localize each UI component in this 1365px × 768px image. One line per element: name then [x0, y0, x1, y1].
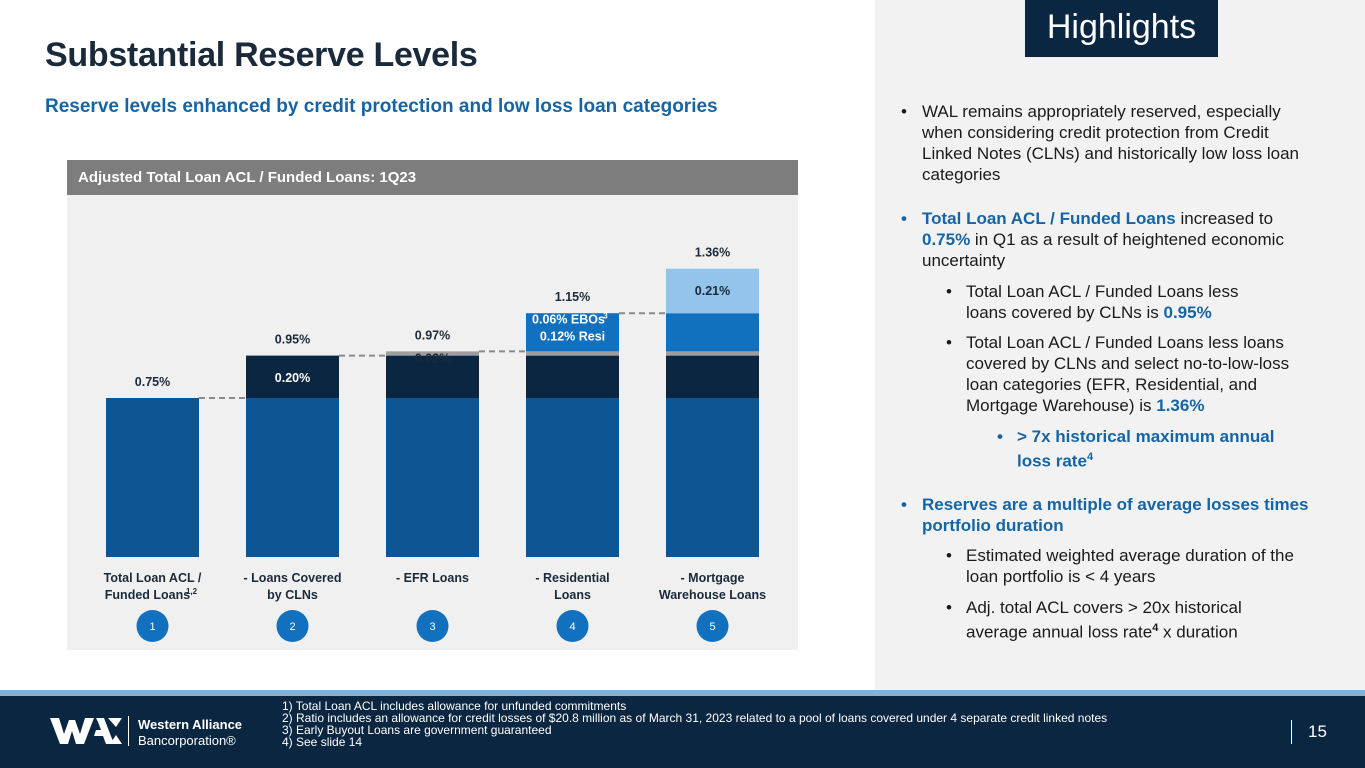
bullet-dot: • [901, 102, 907, 121]
bullet-dot: • [901, 495, 907, 514]
segment-label-clns: 0.20% [275, 371, 310, 385]
bullet-7x-loss: • > 7x historical maximum annual loss ra… [997, 426, 1297, 472]
category-label-1-line2: Funded Loans [105, 588, 190, 602]
bar-segment-clns-4 [526, 355, 619, 398]
step-badge-2 [276, 610, 309, 642]
page-title: Substantial Reserve Levels [45, 36, 478, 74]
page-divider [1291, 720, 1292, 744]
logo-subtitle: Bancorporation® [138, 733, 236, 748]
footnote-2: 2) Ratio includes an allowance for credi… [282, 711, 1108, 725]
highlights-tab: Highlights [1025, 0, 1218, 57]
footnote-3: 3) Early Buyout Loans are government gua… [282, 723, 552, 737]
bar-segment-efr-4 [526, 351, 619, 356]
bar-segment-base-acl-1 [106, 398, 199, 557]
bullet-text: > 7x historical maximum annual loss rate [1017, 427, 1275, 471]
bullet-emphasis-value: 0.75% [922, 230, 971, 249]
highlights-panel [875, 0, 1365, 690]
logo-name: Western Alliance [138, 717, 243, 732]
step-badge-3 [416, 610, 449, 642]
step-badge-number-3: 3 [429, 621, 435, 633]
total-label-3: 0.97% [415, 328, 450, 342]
bullet-dot: • [946, 333, 952, 352]
step-badge-1 [136, 610, 169, 642]
category-label-2: - Loans Covered [244, 571, 342, 585]
total-label-1: 0.75% [135, 375, 170, 389]
bar-segment-base-acl-5 [666, 398, 759, 557]
step-badge-number-2: 2 [289, 621, 295, 633]
bar-chart: 0.75% 0.95% 0.97% 1.15% 1.36% 0.20% 0.02% 0.12%… [104, 246, 766, 642]
category-label-5-line2: Warehouse Loans [659, 588, 766, 602]
segment-label-ebos-footnote: 3 [603, 312, 608, 321]
bar-segment-clns-5 [666, 355, 759, 398]
footnote-1: 1) Total Loan ACL includes allowance for… [282, 699, 627, 713]
bullet-multiple-losses: • Reserves are a multiple of average los… [901, 494, 1321, 536]
bullet-text: increased to [1175, 209, 1274, 228]
segment-label-resi: 0.12% Resi [540, 330, 605, 344]
category-label-4-line2: Loans [554, 588, 591, 602]
bullet-dot: • [997, 427, 1003, 446]
bullet-text: WAL remains appropriately reserved, espe… [922, 102, 1299, 184]
footnotes: 1) Total Loan ACL includes allowance for… [282, 700, 1107, 748]
bullet-text: in Q1 as a result of heightened economic… [922, 230, 1284, 270]
bar-segment-efr-3 [386, 351, 479, 356]
bullet-duration: • Estimated weighted average duration of… [946, 545, 1296, 587]
bullet-reserved: • WAL remains appropriately reserved, es… [901, 101, 1321, 185]
bullet-emphasis-value: 1.36% [1156, 396, 1205, 415]
category-label-4: - Residential [535, 571, 609, 585]
footer-stripe [0, 690, 1365, 696]
bar-segment-base-acl-3 [386, 398, 479, 557]
step-badge-4 [556, 610, 589, 642]
category-label-5: - Mortgage [681, 571, 745, 585]
bar-segment-efr-5 [666, 351, 759, 356]
bullet-20x-coverage: • Adj. total ACL covers > 20x historical… [946, 597, 1296, 643]
bar-segment-mortgage-warehouse-5 [666, 268, 759, 314]
bullet-acl-increase: • Total Loan ACL / Funded Loans increase… [901, 208, 1321, 271]
bullet-text: x duration [1158, 622, 1238, 642]
bullet-emphasis: Total Loan ACL / Funded Loans [922, 209, 1176, 228]
bullet-text: Adj. total ACL covers > 20x historical a… [966, 598, 1242, 642]
segment-label-ebos: 0.06% EBOs [532, 313, 605, 327]
bullet-dot: • [946, 546, 952, 565]
step-badge-number-1: 1 [149, 621, 155, 633]
total-label-2: 0.95% [275, 333, 310, 347]
bar-segment-resi-5 [666, 313, 759, 352]
category-label-2-line2: by CLNs [267, 588, 318, 602]
bullet-less-categories: • Total Loan ACL / Funded Loans less loa… [946, 332, 1316, 416]
category-footnote-1: 1,2 [186, 587, 198, 596]
bar-segment-clns-3 [386, 355, 479, 398]
chart-title: Adjusted Total Loan ACL / Funded Loans: … [67, 160, 798, 195]
bullet-dot: • [901, 209, 907, 228]
bar-segment-base-acl-2 [246, 398, 339, 557]
segment-label-mortgage: 0.21% [695, 284, 730, 298]
total-label-5: 1.36% [695, 246, 730, 260]
western-alliance-logo-icon [50, 718, 122, 744]
step-badge-number-4: 4 [569, 621, 575, 633]
bullet-text: Estimated weighted average duration of t… [966, 546, 1294, 586]
page-subtitle: Reserve levels enhanced by credit protec… [45, 96, 718, 117]
chart-panel: 0.75% 0.95% 0.97% 1.15% 1.36% 0.20% 0.02% 0.12%… [67, 160, 798, 650]
bullet-dot: • [946, 598, 952, 617]
bullet-text: Total Loan ACL / Funded Loans less loans… [966, 282, 1239, 322]
bullet-text: Total Loan ACL / Funded Loans less loans… [966, 333, 1290, 415]
bar-segment-base-acl-4 [526, 398, 619, 557]
footnote-4: 4) See slide 14 [282, 735, 363, 749]
footer: Western Alliance Bancorporation® 1) Tota… [0, 696, 1365, 768]
total-label-4: 1.15% [555, 290, 590, 304]
footnote-ref: 4 [1152, 622, 1159, 634]
bullet-less-clns: • Total Loan ACL / Funded Loans less loa… [946, 281, 1276, 323]
logo-divider [128, 716, 129, 746]
page-number: 15 [1308, 722, 1327, 741]
category-label-3: - EFR Loans [396, 571, 469, 585]
bar-segment-clns-2 [246, 355, 339, 398]
bar-segment-resi-4 [526, 313, 619, 352]
bullet-text: Reserves are a multiple of average losse… [922, 495, 1309, 535]
category-label-1: Total Loan ACL / [104, 571, 202, 585]
segment-label-efr: 0.02% [415, 351, 450, 365]
step-badge-5 [696, 610, 729, 642]
bullet-emphasis-value: 0.95% [1163, 303, 1212, 322]
footnote-ref: 4 [1086, 451, 1094, 463]
bullet-dot: • [946, 282, 952, 301]
step-badge-number-5: 5 [709, 621, 715, 633]
